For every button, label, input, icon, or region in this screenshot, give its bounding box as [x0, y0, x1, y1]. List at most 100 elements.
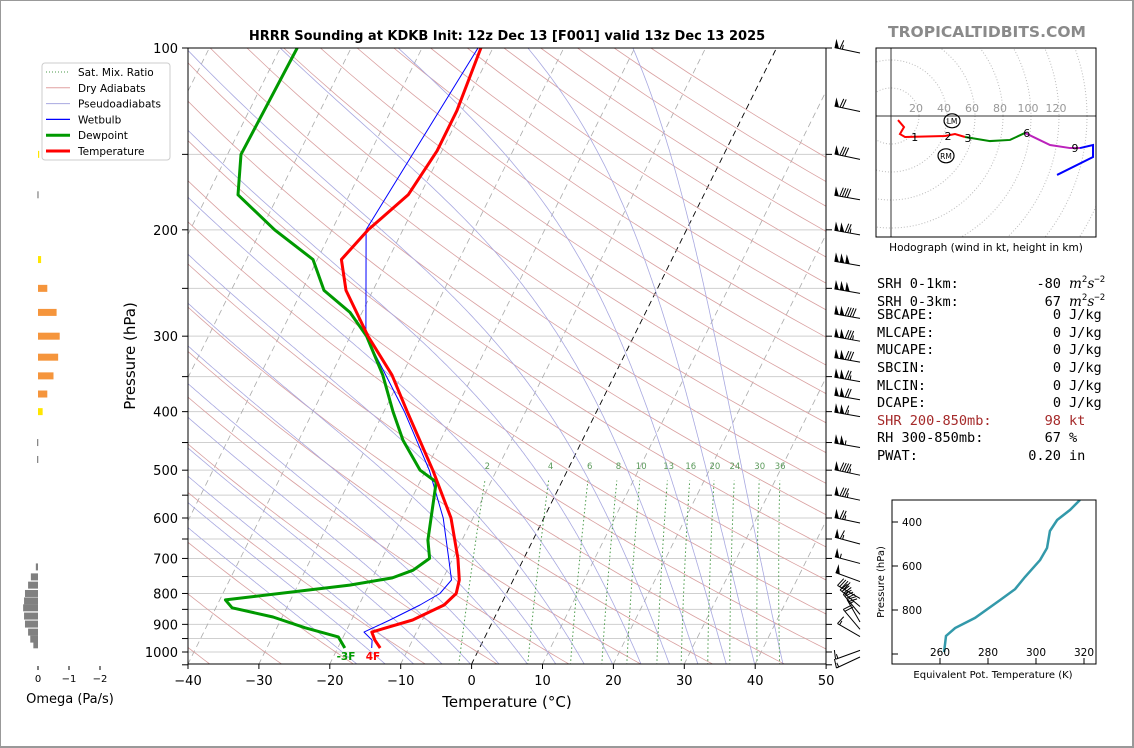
barb-staff — [834, 442, 861, 449]
mixing-ratio-label: 6 — [587, 462, 592, 472]
hodograph-trace — [1024, 132, 1080, 150]
hodograph-height-label: 2 — [944, 130, 951, 143]
isotherm-line — [188, 48, 281, 236]
wind-barb — [846, 596, 861, 623]
y-tick-label: 900 — [153, 618, 178, 633]
x-tick-label: 20 — [605, 674, 622, 689]
mixing-ratio-label: 16 — [685, 462, 696, 472]
barb-full — [839, 530, 845, 539]
barb-half — [844, 440, 847, 446]
barb-staff — [835, 649, 861, 660]
barb-flag — [839, 435, 845, 445]
omega-tick-label: −2 — [93, 674, 108, 685]
barb-half — [849, 468, 852, 474]
barb-full — [844, 307, 850, 316]
barb-full — [839, 487, 845, 497]
barb-full — [844, 405, 850, 415]
theta-e-x-tick-label: 300 — [1026, 647, 1046, 659]
isotherm-line — [754, 520, 826, 664]
mixing-ratio-line — [756, 480, 760, 664]
stat-value: 67 — [1044, 430, 1061, 447]
x-tick-label: 50 — [818, 674, 835, 689]
theta-e-x-tick-label: 280 — [978, 647, 998, 659]
wind-barb — [834, 279, 861, 294]
legend-label: Wetbulb — [78, 114, 122, 126]
stat-unit: % — [1069, 430, 1078, 447]
barb-staff — [834, 194, 861, 201]
moist-adiabat — [188, 527, 362, 664]
zero-isotherm — [471, 48, 777, 664]
barb-full — [837, 578, 845, 586]
y-tick-label: 300 — [153, 330, 178, 345]
barb-staff — [837, 623, 861, 637]
dry-adiabat — [188, 221, 826, 650]
theta-e-line — [942, 500, 1081, 653]
isotherm-line — [188, 48, 352, 379]
barb-half — [852, 335, 854, 340]
stat-label: DCAPE: — [877, 395, 927, 412]
stat-unit: in — [1069, 447, 1086, 464]
barb-full — [841, 462, 847, 472]
stat-label: SRH 0-3km: — [877, 293, 959, 310]
wind-barb — [834, 304, 861, 319]
stat-label: SBCAPE: — [877, 307, 935, 324]
x-tick-label: 0 — [467, 674, 475, 689]
skewt-plot-frame — [187, 47, 827, 665]
barb-flag — [834, 386, 839, 396]
mixing-ratio-line — [707, 480, 715, 664]
omega-bar — [24, 597, 38, 605]
mixing-ratio-label: 36 — [775, 462, 786, 472]
stat-value: 0 — [1052, 307, 1061, 324]
stat-row: SBCAPE: 0 J/kg — [877, 307, 1105, 325]
barb-full — [841, 147, 847, 156]
barb-flag — [834, 97, 839, 108]
legend-label: Temperature — [77, 146, 145, 158]
barb-staff — [834, 260, 861, 267]
omega-bar — [30, 573, 38, 581]
hodograph-height-label: 1 — [911, 131, 918, 144]
mixing-ratio-line — [656, 480, 668, 664]
barb-full — [843, 582, 851, 590]
isotherm-line — [188, 48, 423, 522]
hodograph-ring-label: 60 — [965, 102, 979, 115]
barb-full — [843, 604, 852, 610]
barb-full — [839, 579, 847, 588]
stat-row: SHR 200-850mb: 98 kt — [877, 413, 1105, 431]
hodograph-caption: Hodograph (wind in kt, height in km) — [889, 242, 1083, 254]
wind-barb — [834, 460, 861, 476]
stat-row: DCAPE: 0 J/kg — [877, 395, 1105, 413]
omega-panel: 0 −1 −2 Omega (Pa/s) — [23, 150, 114, 707]
omega-bar — [37, 439, 39, 447]
barb-flag — [834, 548, 840, 558]
omega-bar — [38, 353, 59, 361]
barb-flag — [839, 305, 845, 316]
storm-motion-marker — [943, 113, 961, 129]
barb-full — [839, 98, 845, 108]
barb-full — [844, 188, 849, 198]
dry-adiabat — [188, 593, 283, 664]
moist-adiabat — [527, 48, 757, 664]
stat-unit: m2s−2 — [1069, 292, 1106, 310]
theta-e-x-tick-label: 260 — [930, 647, 950, 659]
chart-title: HRRR Sounding at KDKB Init: 12z Dec 13 [… — [249, 29, 765, 44]
omega-bar — [24, 620, 38, 628]
barb-full — [843, 589, 852, 595]
stat-label: MUCAPE: — [877, 342, 935, 359]
barb-full — [839, 40, 845, 49]
isotherm-line — [329, 48, 636, 664]
stat-row: RH 300-850mb: 67% — [877, 430, 1105, 448]
barb-full — [837, 616, 845, 624]
wind-barb — [834, 403, 861, 418]
barb-full — [847, 351, 852, 361]
barb-flag — [834, 279, 839, 290]
stat-value: -80 — [1036, 276, 1061, 292]
isotherm-line — [542, 90, 826, 664]
omega-bar — [30, 635, 38, 643]
barb-half — [847, 409, 849, 415]
hodograph-trace — [897, 119, 966, 139]
x-tick-label: 40 — [747, 674, 764, 689]
barb-full — [839, 187, 844, 197]
barb-full — [839, 146, 845, 156]
barb-staff — [836, 656, 861, 669]
omega-bar — [28, 581, 38, 589]
